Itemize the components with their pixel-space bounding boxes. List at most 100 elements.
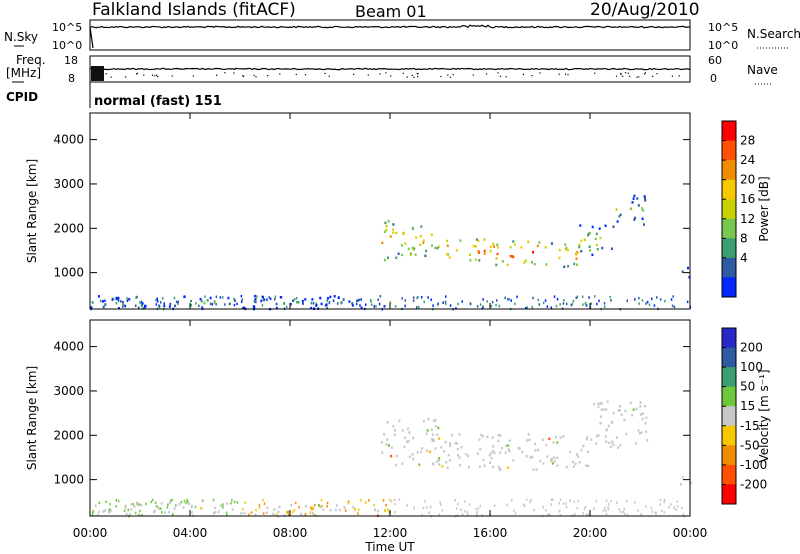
- ground-scatter-cell: [274, 297, 276, 301]
- ground-scatter-cell: [475, 512, 478, 516]
- ground-scatter-cell: [120, 300, 122, 303]
- ground-scatter-cell: [250, 511, 253, 514]
- echo-cell: [495, 263, 498, 267]
- echo-cell: [478, 465, 481, 468]
- echo-cell: [588, 231, 591, 235]
- echo-cell: [443, 450, 446, 453]
- echo-cell: [550, 458, 552, 461]
- echo-cell: [475, 238, 478, 241]
- echo-cell: [263, 298, 265, 302]
- echo-cell: [212, 511, 215, 515]
- echo-cell: [400, 244, 403, 247]
- echo-cell: [595, 442, 598, 445]
- ground-scatter-cell: [111, 298, 114, 301]
- echo-cell: [325, 303, 328, 306]
- echo-cell: [531, 455, 534, 459]
- ground-scatter-cell: [538, 303, 541, 306]
- ground-scatter-cell: [461, 300, 463, 303]
- echo-cell: [438, 457, 441, 460]
- echo-cell: [580, 250, 583, 253]
- echo-cell: [418, 463, 421, 466]
- ground-scatter-cell: [582, 303, 584, 306]
- echo-cell: [577, 455, 579, 458]
- ground-scatter-cell: [101, 300, 104, 303]
- colorbar-tick-label: 50: [740, 380, 755, 394]
- echo-cell: [385, 224, 388, 228]
- ground-scatter-cell: [670, 298, 673, 301]
- ground-scatter-cell: [423, 300, 425, 304]
- ground-scatter-cell: [672, 295, 674, 298]
- ground-scatter-cell: [605, 499, 608, 502]
- ground-scatter-cell: [121, 305, 124, 308]
- nave-dot: [539, 72, 541, 74]
- echo-cell: [103, 509, 106, 512]
- nave-dot: [644, 73, 646, 75]
- echo-cell: [253, 305, 256, 309]
- echo-cell: [512, 240, 515, 243]
- echo-cell: [388, 444, 390, 447]
- ground-scatter-cell: [620, 510, 622, 514]
- ground-scatter-cell: [511, 499, 513, 502]
- ground-scatter-cell: [653, 304, 656, 307]
- echo-cell: [558, 256, 561, 260]
- echo-cell: [401, 462, 404, 465]
- ground-scatter-cell: [565, 302, 568, 306]
- echo-cell: [472, 244, 475, 248]
- ground-scatter-cell: [422, 506, 425, 510]
- echo-cell: [102, 510, 105, 513]
- ground-scatter-cell: [155, 298, 157, 302]
- ground-scatter-cell: [390, 500, 393, 503]
- ground-scatter-cell: [369, 299, 372, 302]
- freq-start-block: [91, 66, 104, 81]
- ground-scatter-cell: [439, 500, 441, 504]
- ground-scatter-cell: [269, 297, 272, 301]
- colorbar-label: Velocity [m s⁻¹]: [757, 369, 771, 462]
- nave-dot: [594, 72, 596, 74]
- echo-cell: [275, 302, 278, 306]
- ground-scatter-cell: [532, 296, 534, 300]
- ground-scatter-cell: [457, 502, 459, 506]
- colorbar-tick-label: -15: [740, 419, 760, 433]
- echo-cell: [537, 448, 540, 452]
- echo-cell: [595, 243, 598, 247]
- nsky-panel-frame: [89, 19, 691, 51]
- echo-cell: [596, 247, 599, 251]
- echo-cell: [586, 436, 589, 439]
- nave-dot: [295, 73, 297, 76]
- x-tick-label: 00:00: [73, 526, 108, 540]
- echo-cell: [433, 439, 436, 442]
- echo-cell: [383, 305, 386, 308]
- ground-scatter-cell: [384, 509, 386, 513]
- colorbar-segment: [722, 406, 736, 427]
- echo-cell: [601, 246, 604, 250]
- ground-scatter-cell: [233, 500, 236, 504]
- echo-cell: [214, 511, 217, 514]
- ground-scatter-cell: [514, 512, 517, 515]
- echo-cell: [408, 455, 411, 458]
- ground-scatter-cell: [92, 510, 94, 513]
- ground-scatter-cell: [287, 510, 289, 514]
- ground-scatter-cell: [256, 295, 258, 298]
- ground-scatter-cell: [559, 514, 562, 517]
- ground-scatter-cell: [373, 503, 375, 507]
- ground-scatter-cell: [412, 299, 415, 302]
- ground-scatter-cell: [127, 508, 129, 512]
- echo-cell: [496, 252, 499, 256]
- ground-scatter-cell: [378, 302, 381, 306]
- ground-scatter-cell: [326, 505, 328, 508]
- echo-cell: [499, 434, 502, 437]
- ground-scatter-cell: [464, 500, 466, 503]
- echo-cell: [404, 436, 407, 440]
- echo-cell: [602, 408, 605, 411]
- echo-cell: [278, 505, 281, 509]
- echo-cell: [687, 266, 689, 270]
- ground-scatter-cell: [222, 506, 224, 509]
- nave-dot: [622, 75, 624, 77]
- nave-dot: [156, 74, 158, 76]
- ground-scatter-cell: [576, 295, 579, 299]
- echo-cell: [564, 243, 567, 246]
- ground-scatter-cell: [332, 299, 335, 302]
- echo-cell: [436, 246, 439, 250]
- ground-scatter-cell: [315, 302, 318, 305]
- echo-cell: [334, 508, 337, 512]
